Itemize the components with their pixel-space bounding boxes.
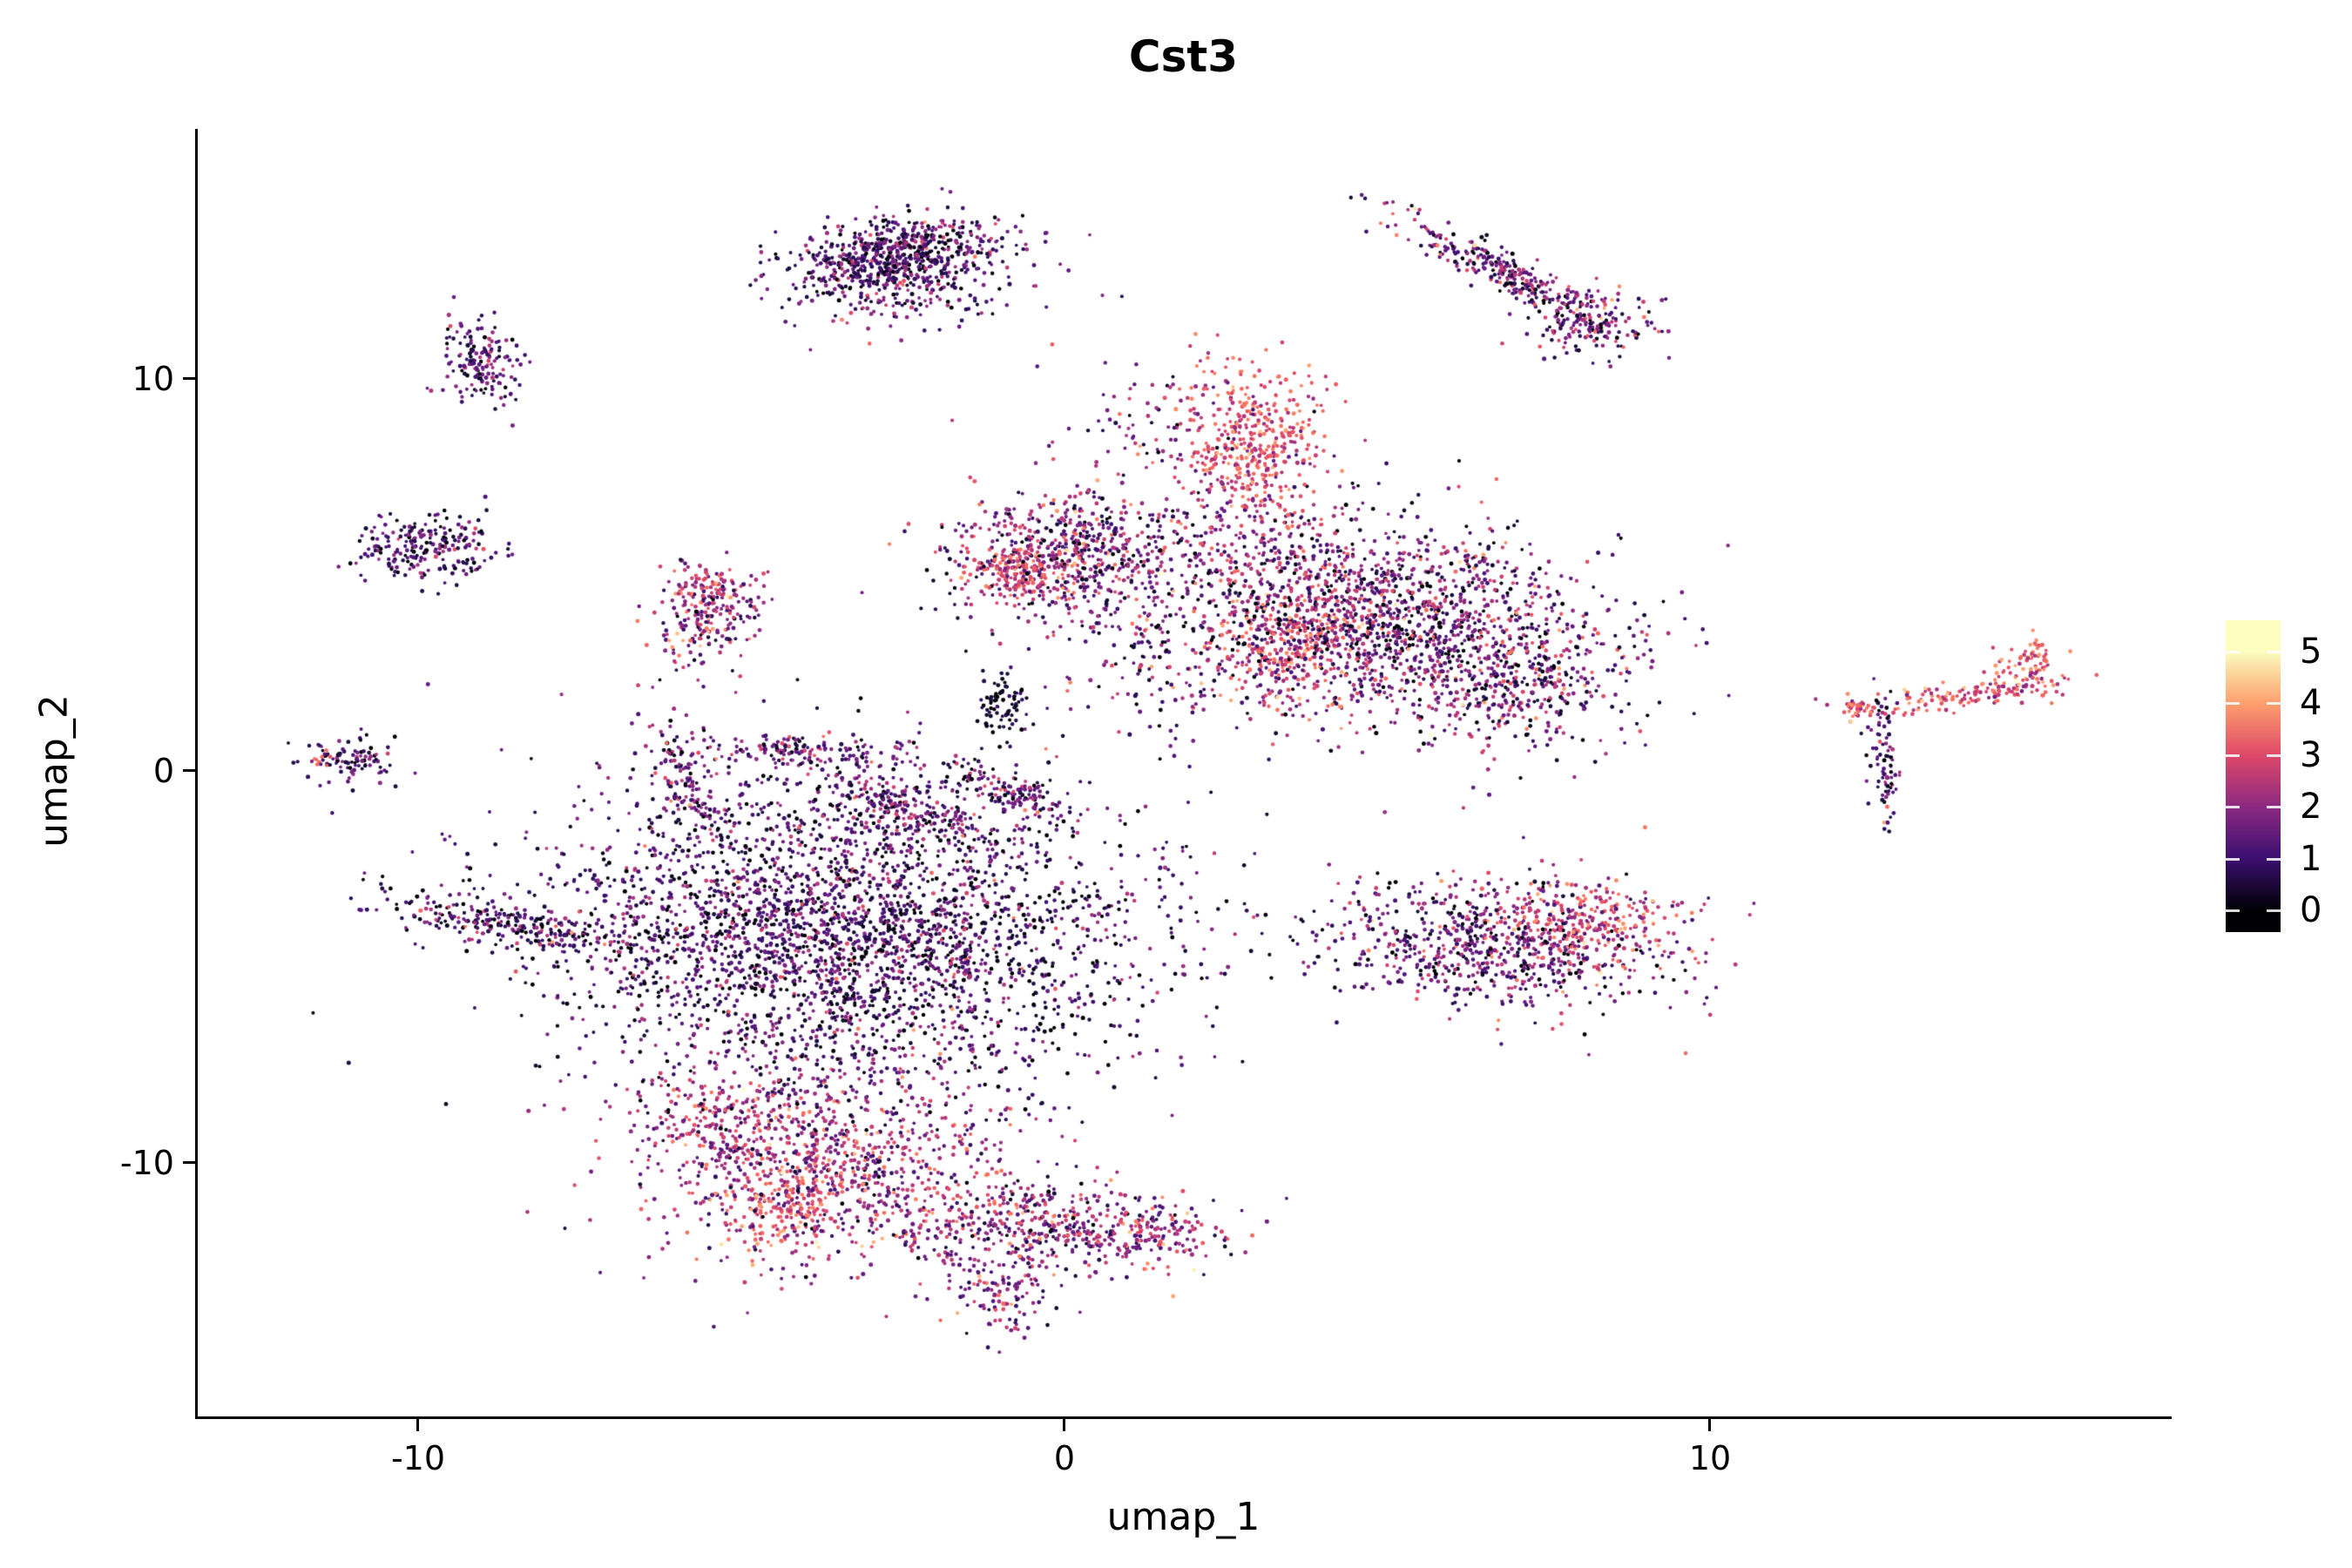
colorbar-tick	[2226, 650, 2240, 653]
y-tick-label: 10	[132, 360, 174, 398]
colorbar-tick	[2226, 702, 2240, 706]
colorbar-label: 2	[2300, 787, 2322, 827]
y-tick	[183, 1161, 195, 1164]
x-tick	[1708, 1419, 1711, 1431]
colorbar-tick	[2267, 650, 2281, 653]
colorbar-label: 5	[2300, 632, 2322, 672]
y-tick-label: 0	[152, 752, 174, 790]
x-tick-label: 10	[1688, 1439, 1732, 1477]
colorbar-tick	[2226, 857, 2240, 861]
x-tick	[416, 1419, 419, 1431]
colorbar-tick	[2267, 702, 2281, 706]
x-tick-label: 0	[1053, 1439, 1076, 1477]
y-axis-title: umap_2	[31, 694, 77, 848]
colorbar-gradient	[2226, 620, 2281, 932]
y-tick	[183, 377, 195, 380]
colorbar-label: 3	[2300, 735, 2322, 775]
colorbar-tick	[2267, 754, 2281, 757]
y-tick	[183, 769, 195, 772]
x-tick-label: -10	[390, 1439, 446, 1477]
colorbar-tick	[2226, 754, 2240, 757]
colorbar-tick	[2267, 857, 2281, 861]
colorbar-tick	[2267, 806, 2281, 809]
colorbar-tick	[2267, 909, 2281, 913]
colorbar-label: 0	[2300, 890, 2322, 930]
plot-title: Cst3	[1128, 31, 1239, 82]
colorbar-label: 1	[2300, 839, 2322, 879]
colorbar-label: 4	[2300, 683, 2322, 723]
colorbar-tick	[2226, 806, 2240, 809]
colorbar-tick	[2226, 909, 2240, 913]
x-tick	[1063, 1419, 1065, 1431]
y-tick-label: -10	[119, 1144, 174, 1182]
x-axis-title: umap_1	[1106, 1495, 1260, 1539]
